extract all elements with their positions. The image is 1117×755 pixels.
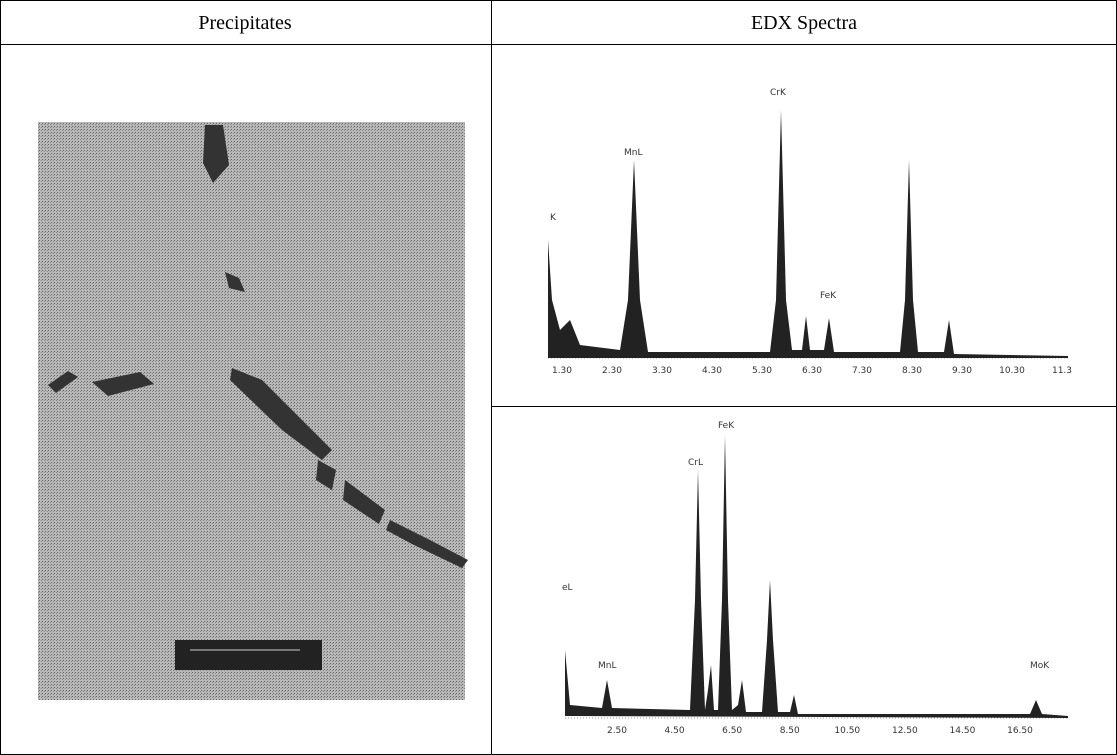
tick-label: 2.50: [607, 726, 627, 736]
peak-label: K: [550, 213, 557, 223]
peak-label: MnL: [624, 148, 642, 158]
tick-label: 8.30: [902, 366, 922, 376]
spectrum-top: K MnL CrK FeK 1.30 2.30 3.30 4.30 5.30 6.30 7.…: [548, 88, 1072, 376]
tick-label: 4.30: [702, 366, 722, 376]
tick-label: 9.30: [952, 366, 972, 376]
peak-label: FeK: [718, 421, 735, 431]
tick-label: 6.30: [802, 366, 822, 376]
peak-label: FeK: [820, 291, 837, 301]
tick-label: 5.30: [752, 366, 772, 376]
peak-label: CrK: [770, 88, 787, 98]
peak-label: CrL: [688, 458, 703, 468]
peak-label: MnL: [598, 661, 616, 671]
tick-label: 10.30: [999, 366, 1025, 376]
tick-label: 1.30: [552, 366, 572, 376]
tick-label: 16.50: [1007, 726, 1033, 736]
peak-label: eL: [562, 583, 573, 593]
micrograph: [38, 122, 468, 700]
tick-label: 2.30: [602, 366, 622, 376]
tick-label: 6.50: [722, 726, 742, 736]
tick-label: 11.3: [1052, 366, 1072, 376]
tick-label: 8.50: [780, 726, 800, 736]
tick-label: 4.50: [665, 726, 685, 736]
header-cell: Precipitates: [198, 12, 292, 34]
tick-label: 7.30: [852, 366, 872, 376]
spectrum-bottom: eL MnL CrL FeK MoK 2.50 4.50 6.50 8.50 10.50…: [562, 421, 1068, 736]
tick-label: 3.30: [652, 366, 672, 376]
tick-label: 12.50: [892, 726, 918, 736]
tick-label: 10.50: [834, 726, 860, 736]
header-cell: EDX Spectra: [751, 12, 857, 34]
tick-label: 14.50: [950, 726, 976, 736]
peak-label: MoK: [1030, 661, 1050, 671]
